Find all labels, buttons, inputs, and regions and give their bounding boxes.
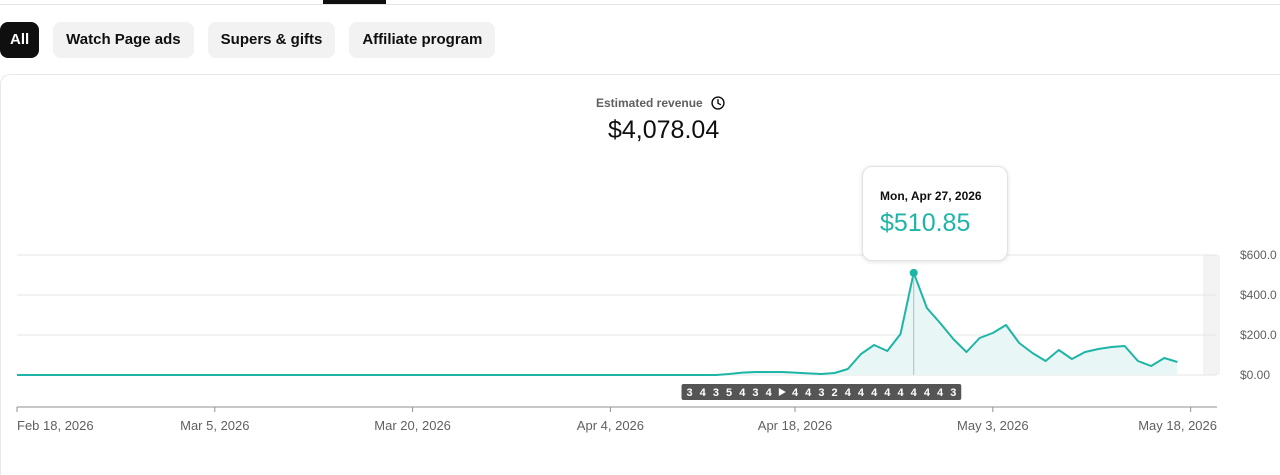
marker-label: 3: [713, 387, 719, 399]
x-tick-label: Mar 5, 2026: [180, 418, 249, 433]
y-tick-label: $400.0: [1240, 288, 1277, 302]
marker-label: 3: [686, 387, 692, 399]
marker-box: [879, 384, 896, 400]
marker-badge: 4: [787, 384, 804, 400]
chart-card: [0, 74, 1280, 475]
marker-box: [707, 384, 724, 400]
marker-label: 2: [832, 387, 838, 399]
marker-badge: 4: [839, 384, 856, 400]
marker-box: [932, 384, 949, 400]
marker-label: 3: [752, 387, 758, 399]
marker-box: [892, 384, 909, 400]
marker-label: 4: [792, 387, 799, 399]
marker-box: [694, 384, 711, 400]
marker-badge: 4: [879, 384, 896, 400]
marker-label: 4: [897, 387, 904, 399]
marker-label: 4: [845, 387, 852, 399]
y-tick-label: $200.0: [1240, 328, 1277, 342]
marker-badge: 3: [707, 384, 724, 400]
marker-label: 4: [700, 387, 707, 399]
y-tick-label: $600.0: [1240, 248, 1277, 262]
tooltip-value: $510.85: [880, 209, 971, 237]
x-tick-label: Apr 18, 2026: [758, 418, 832, 433]
marker-label: 5: [726, 387, 732, 399]
y-tick-label: $0.00: [1240, 368, 1270, 382]
marker-box: [721, 384, 738, 400]
marker-badge: 3: [747, 384, 764, 400]
marker-box: [905, 384, 922, 400]
marker-badge: 4: [918, 384, 935, 400]
marker-badge: 4: [760, 384, 777, 400]
play-icon: [778, 388, 786, 396]
metric-header: Estimated revenue: [596, 96, 725, 110]
marker-badge: 4: [905, 384, 922, 400]
marker-box: [734, 384, 751, 400]
marker-label: 4: [924, 387, 931, 399]
chip-watch-page-ads[interactable]: Watch Page ads: [53, 22, 194, 58]
marker-badge: 4: [852, 384, 869, 400]
axis-layer: $600.0 $400.0 $200.0 $0.00 Feb 18, 2026 Mar 5…: [16, 248, 1277, 433]
marker-badge: 3: [945, 384, 962, 400]
marker-box: [918, 384, 935, 400]
marker-box: [826, 384, 843, 400]
marker-box: [747, 384, 764, 400]
metric-value: $4,078.04: [608, 116, 720, 144]
marker-box: [760, 384, 777, 400]
chip-supers-gifts[interactable]: Supers & gifts: [207, 22, 336, 58]
x-tick-label: Feb 18, 2026: [17, 418, 94, 433]
marker-box: [852, 384, 869, 400]
top-divider: [0, 4, 1280, 5]
tooltip-date: Mon, Apr 27, 2026: [880, 189, 982, 203]
marker-box: [681, 384, 698, 400]
marker-label: 3: [818, 387, 824, 399]
filter-chips: All Watch Page ads Supers & gifts Affili…: [0, 22, 496, 58]
right-edge-band: [1203, 255, 1220, 375]
chip-affiliate-program[interactable]: Affiliate program: [349, 22, 496, 58]
active-tab-indicator: [323, 0, 386, 4]
series-area: [17, 272, 1178, 375]
tooltip: Mon, Apr 27, 2026 $510.85: [862, 166, 1008, 261]
area-layer: [17, 268, 1178, 376]
marker-badge: [773, 384, 790, 400]
clock-icon[interactable]: [711, 96, 725, 110]
marker-label: 4: [884, 387, 891, 399]
marker-box: [839, 384, 856, 400]
series-line: [17, 271, 1178, 376]
marker-box: [945, 384, 962, 400]
marker-label: 4: [871, 387, 878, 399]
marker-label: 4: [739, 387, 746, 399]
marker-box: [813, 384, 830, 400]
marker-label: 4: [805, 387, 812, 399]
marker-box: [866, 384, 883, 400]
marker-badge: 3: [681, 384, 698, 400]
marker-label: 4: [766, 387, 773, 399]
marker-label: 4: [858, 387, 865, 399]
metric-label: Estimated revenue: [596, 96, 703, 110]
marker-badge: 4: [694, 384, 711, 400]
x-tick-label: Mar 20, 2026: [374, 418, 451, 433]
marker-label: 4: [937, 387, 944, 399]
marker-badge: 4: [866, 384, 883, 400]
x-tick-label: Apr 4, 2026: [577, 418, 644, 433]
marker-badge: 4: [800, 384, 817, 400]
marker-badge: 5: [721, 384, 738, 400]
marker-label: 3: [950, 387, 956, 399]
x-tick-label: May 3, 2026: [957, 418, 1029, 433]
marker-box: [800, 384, 817, 400]
marker-badge: 4: [892, 384, 909, 400]
marker-badge: 4: [932, 384, 949, 400]
marker-label: 4: [911, 387, 918, 399]
marker-badge: 4: [734, 384, 751, 400]
highlight-point: [909, 268, 918, 277]
x-tick-label: May 18, 2026: [1138, 418, 1217, 433]
marker-badge: 3: [813, 384, 830, 400]
marker-badge: 2: [826, 384, 843, 400]
marker-box: [787, 384, 804, 400]
chip-all[interactable]: All: [0, 22, 40, 58]
